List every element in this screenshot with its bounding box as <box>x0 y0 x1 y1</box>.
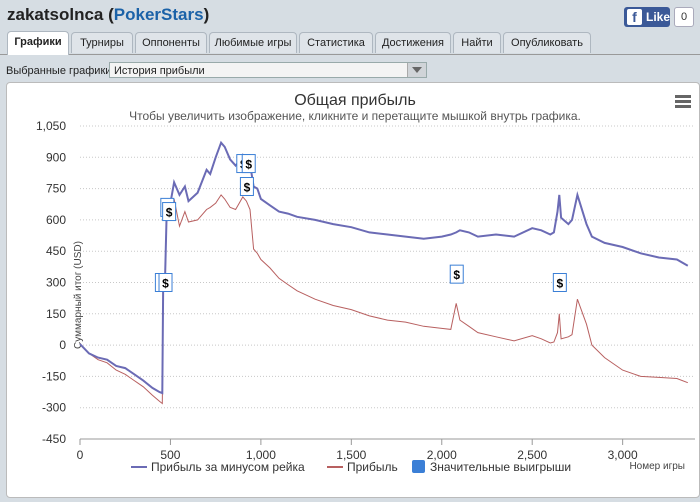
chart-panel: Общая прибыль Чтобы увеличить изображени… <box>6 82 700 498</box>
big-win-marker-symbol: $ <box>244 181 251 195</box>
tab-achievements[interactable]: Достижения <box>375 32 451 53</box>
series-line-profit <box>79 194 688 405</box>
x-tick-label: 3,000 <box>608 448 638 462</box>
big-win-marker <box>158 273 173 292</box>
x-tick-label: 1,000 <box>246 448 276 462</box>
tab-charts[interactable]: Графики <box>7 31 69 55</box>
big-win-marker-symbol: $ <box>162 277 169 291</box>
tab-tournaments[interactable]: Турниры <box>71 32 133 53</box>
big-win-markers: $$$$$$$$$ <box>154 154 567 292</box>
paren-close: ) <box>203 5 210 24</box>
legend-swatch-markers <box>412 460 425 473</box>
hamburger-menu-icon[interactable] <box>675 95 691 108</box>
tab-favorite-games[interactable]: Любимые игры <box>209 32 297 53</box>
y-tick-label: -450 <box>42 432 66 446</box>
y-tick-label: 300 <box>46 276 66 290</box>
header-bar: zakatsolnca (PokerStars) f Like 0 <box>0 0 700 30</box>
tab-publish[interactable]: Опубликовать <box>503 32 591 53</box>
series-line-net <box>79 140 689 395</box>
site-link[interactable]: PokerStars <box>113 5 204 24</box>
legend-markers-label[interactable]: Значительные выигрыши <box>430 460 571 474</box>
chart-selector-label: Выбранные графики: <box>6 65 115 77</box>
tab-search[interactable]: Найти <box>453 32 501 53</box>
tab-statistics[interactable]: Статистика <box>299 32 373 53</box>
x-tick-label: 1,500 <box>336 448 366 462</box>
facebook-icon: f <box>627 9 642 25</box>
big-win-marker <box>241 154 256 174</box>
legend: Прибыль за минусом рейка Прибыль Значите… <box>131 460 571 474</box>
chart-selector-dropdown[interactable]: История прибыли <box>109 62 427 78</box>
y-axis-label: Суммарный итог (USD) <box>73 241 84 349</box>
big-win-marker-symbol: $ <box>453 268 460 282</box>
y-tick-label: 750 <box>46 182 66 196</box>
y-tick-label: 600 <box>46 213 66 227</box>
y-tick-label: 0 <box>59 338 66 352</box>
y-axis-ticks: 1,050 900 750 600 450 300 150 0 -150 -300 -450 <box>36 119 66 446</box>
facebook-like-button[interactable]: f Like <box>624 7 670 27</box>
big-win-marker <box>239 177 254 197</box>
chart-subtitle: Чтобы увеличить изображение, кликните и … <box>129 109 581 123</box>
page-title: zakatsolnca (PokerStars) <box>7 5 209 25</box>
facebook-like-label: Like <box>645 10 670 24</box>
big-win-marker <box>552 273 567 292</box>
profit-chart[interactable]: Общая прибыль Чтобы увеличить изображени… <box>7 83 699 497</box>
x-axis-label: Номер игры <box>629 461 685 472</box>
chevron-down-icon[interactable] <box>407 63 426 77</box>
y-tick-label: 1,050 <box>36 119 66 133</box>
big-win-marker-symbol: $ <box>166 206 173 220</box>
legend-net-label[interactable]: Прибыль за минусом рейка <box>151 460 305 474</box>
y-tick-label: -150 <box>42 369 66 383</box>
x-tick-label: 500 <box>160 448 180 462</box>
x-tick-label: 2,500 <box>517 448 547 462</box>
paren-open: ( <box>103 5 114 24</box>
x-axis-ticks: 0 500 1,000 1,500 2,000 2,500 3,000 <box>77 438 695 462</box>
facebook-like-count: 0 <box>674 7 694 27</box>
y-tick-label: 900 <box>46 150 66 164</box>
big-win-marker-symbol: $ <box>245 158 252 172</box>
username: zakatsolnca <box>7 5 104 24</box>
tab-bar: Графики Турниры Оппоненты Любимые игры С… <box>0 30 700 55</box>
chart-selector-value: История прибыли <box>114 65 205 77</box>
y-tick-label: 450 <box>46 244 66 258</box>
x-tick-label: 0 <box>77 448 84 462</box>
big-win-marker <box>449 264 464 284</box>
y-tick-label: -300 <box>42 401 66 415</box>
tab-opponents[interactable]: Оппоненты <box>135 32 207 53</box>
big-win-marker <box>162 202 177 222</box>
big-win-marker-symbol: $ <box>556 277 563 291</box>
x-tick-label: 2,000 <box>427 448 457 462</box>
legend-profit-label[interactable]: Прибыль <box>347 460 398 474</box>
chart-title: Общая прибыль <box>294 92 416 109</box>
y-tick-label: 150 <box>46 307 66 321</box>
